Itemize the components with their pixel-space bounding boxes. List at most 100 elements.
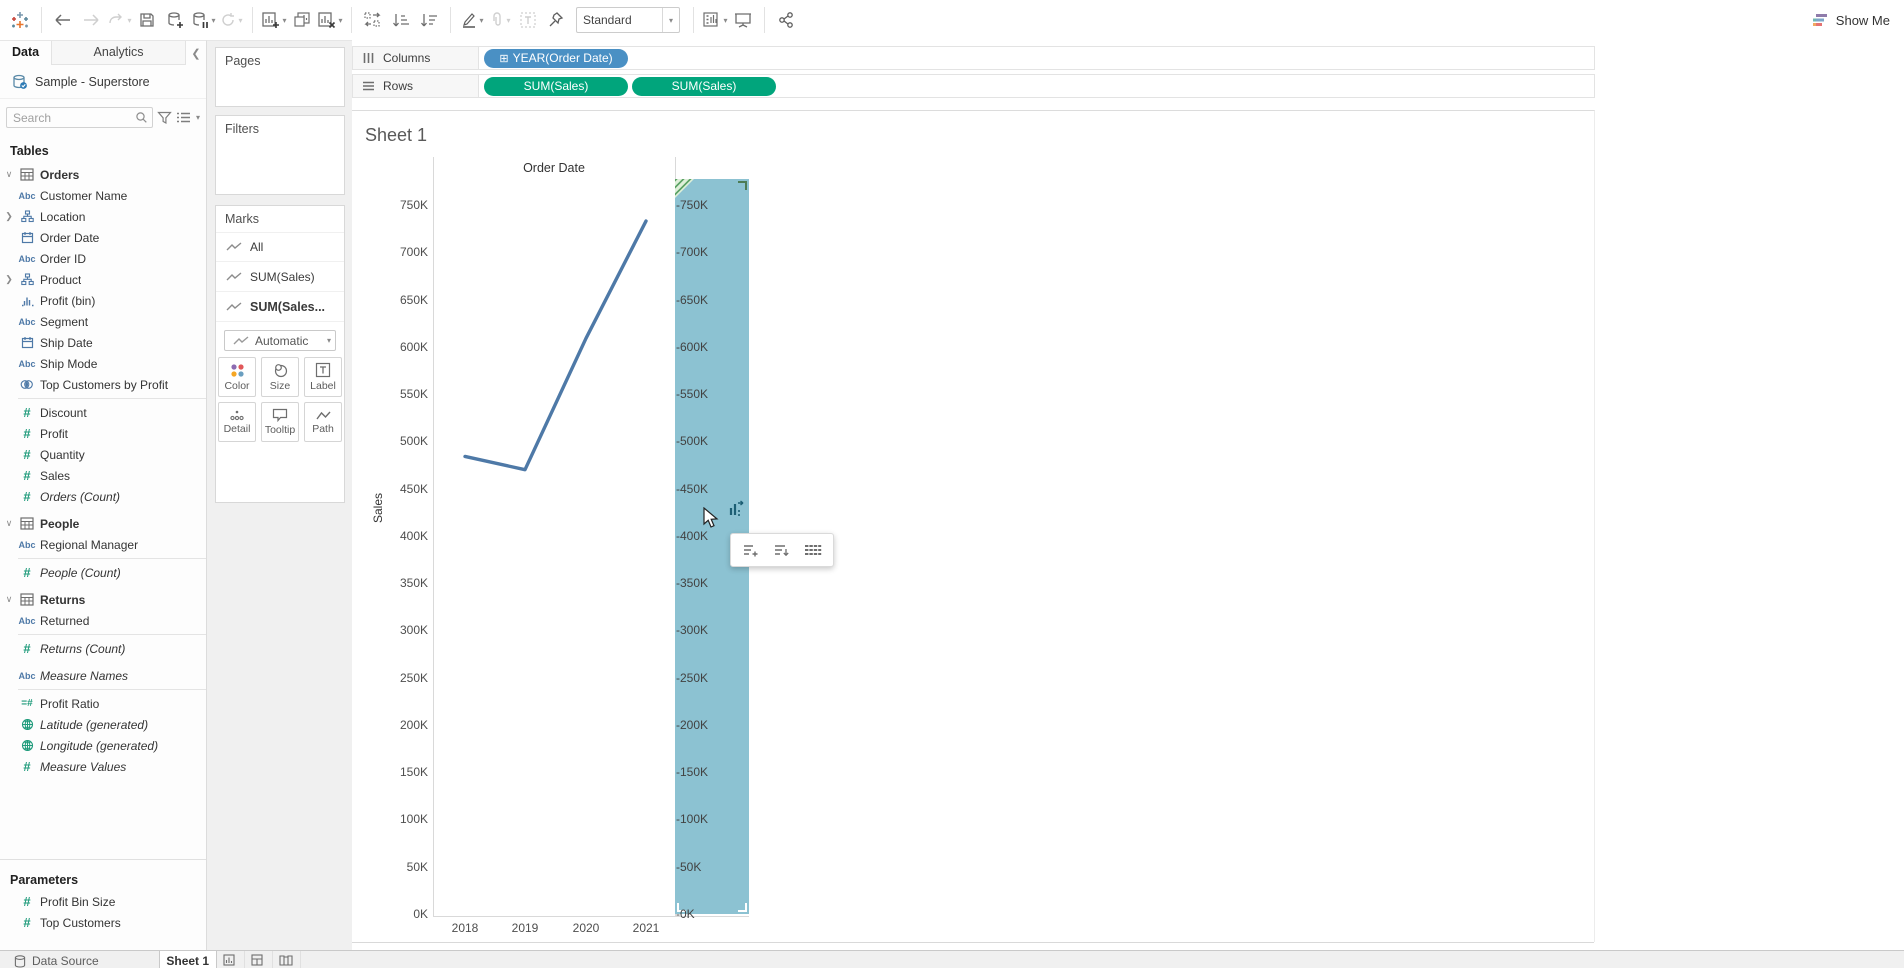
field-row[interactable]: ❯ Location [0, 206, 206, 227]
clear-sheet-caret[interactable]: ▾ [338, 15, 343, 25]
expand-pill-icon[interactable]: ⊞ [499, 52, 509, 65]
field-row[interactable]: # Orders (Count) [0, 486, 206, 507]
table-group-row[interactable]: ∨ Returns [0, 589, 206, 610]
filter-fields-icon[interactable] [157, 111, 172, 125]
view-data-option-icon[interactable] [804, 543, 822, 557]
replay-button[interactable]: ▾ [106, 6, 132, 34]
field-row[interactable]: Order Date [0, 227, 206, 248]
fit-selector[interactable]: Standard ▾ [576, 7, 680, 33]
field-row[interactable]: Longitude (generated) [0, 735, 206, 756]
highlight-button[interactable]: ▾ [459, 6, 485, 34]
field-row[interactable]: # Quantity [0, 444, 206, 465]
sort-descending-button[interactable] [416, 6, 442, 34]
field-row[interactable]: =# Profit Ratio [0, 693, 206, 714]
field-row[interactable]: Abc Regional Manager [0, 534, 206, 555]
field-row[interactable]: # Sales [0, 465, 206, 486]
sort-ascending-button[interactable] [388, 6, 414, 34]
view-options-caret[interactable]: ▾ [195, 113, 200, 122]
size-button[interactable]: Size [261, 357, 299, 397]
tab-data[interactable]: Data [12, 45, 40, 59]
field-row[interactable]: Latitude (generated) [0, 714, 206, 735]
new-story-tab-button[interactable] [273, 951, 301, 968]
sheet-tab-active[interactable]: Sheet 1 [158, 951, 217, 968]
field-row[interactable]: Abc Measure Names [0, 665, 206, 686]
sales-line-mark[interactable] [352, 111, 752, 931]
table-group-row[interactable]: ∨ Orders [0, 164, 206, 185]
fix-axes-button[interactable] [543, 6, 569, 34]
new-dashboard-tab-button[interactable] [245, 951, 273, 968]
field-row[interactable]: Abc Customer Name [0, 185, 206, 206]
field-row[interactable]: Abc Order ID [0, 248, 206, 269]
presentation-mode-button[interactable] [730, 6, 756, 34]
text-label-button[interactable] [515, 6, 541, 34]
pause-updates-button[interactable]: ▾ [190, 6, 216, 34]
rows-pill[interactable]: SUM(Sales) [632, 76, 776, 96]
expand-chevron-icon[interactable]: ❯ [5, 211, 13, 221]
swap-axes-button[interactable] [360, 6, 386, 34]
columns-pill[interactable]: ⊞ YEAR(Order Date) [484, 48, 628, 68]
expand-chevron-icon[interactable]: ❯ [5, 274, 13, 284]
field-row[interactable]: Profit (bin) [0, 290, 206, 311]
field-row[interactable]: # Measure Values [0, 756, 206, 777]
view-options-icon[interactable] [176, 111, 191, 124]
collapse-pane-icon[interactable]: ❮ [191, 47, 201, 60]
tableau-logo-icon[interactable] [7, 6, 33, 34]
show-mark-labels-caret[interactable]: ▾ [723, 15, 728, 25]
fit-selector-caret[interactable]: ▾ [661, 8, 673, 32]
replay-dropdown-caret[interactable]: ▾ [127, 15, 132, 25]
new-worksheet-button[interactable]: ▾ [261, 6, 287, 34]
data-source-tab[interactable]: Data Source [0, 951, 113, 968]
field-row[interactable]: # Returns (Count) [0, 638, 206, 659]
rows-pill[interactable]: SUM(Sales) [484, 76, 628, 96]
new-data-source-button[interactable] [162, 6, 188, 34]
clear-sheet-button[interactable]: ▾ [317, 6, 343, 34]
column-field-header[interactable]: Order Date [523, 161, 585, 175]
pause-updates-caret[interactable]: ▾ [211, 15, 216, 25]
format-clip-caret[interactable]: ▾ [506, 15, 511, 25]
tab-analytics[interactable]: Analytics [51, 41, 186, 65]
search-input[interactable] [13, 110, 135, 125]
new-worksheet-tab-button[interactable] [217, 951, 245, 968]
show-me-button[interactable]: Show Me [1812, 0, 1890, 40]
refresh-caret[interactable]: ▾ [238, 15, 243, 25]
share-button[interactable] [773, 6, 799, 34]
refresh-button[interactable]: ▾ [218, 6, 244, 34]
marks-item[interactable]: SUM(Sales) [216, 262, 344, 292]
redo-button[interactable] [78, 6, 104, 34]
add-marks-option-icon[interactable] [742, 542, 759, 558]
field-row[interactable]: # People (Count) [0, 562, 206, 583]
rows-shelf[interactable]: Rows SUM(Sales) SUM(Sales) [352, 74, 1595, 98]
tooltip-button[interactable]: Tooltip [261, 402, 299, 442]
save-button[interactable] [134, 6, 160, 34]
replace-marks-option-icon[interactable] [773, 542, 790, 558]
label-button[interactable]: Label [304, 357, 342, 397]
field-row[interactable]: Abc Ship Mode [0, 353, 206, 374]
parameter-row[interactable]: # Profit Bin Size [0, 891, 206, 912]
duplicate-sheet-button[interactable] [289, 6, 315, 34]
search-box[interactable] [6, 107, 153, 128]
columns-shelf[interactable]: Columns ⊞ YEAR(Order Date) [352, 46, 1595, 70]
highlight-caret[interactable]: ▾ [479, 15, 484, 25]
field-row[interactable]: # Profit [0, 423, 206, 444]
mark-type-caret[interactable]: ▾ [326, 336, 331, 345]
color-button[interactable]: Color [218, 357, 256, 397]
undo-button[interactable] [50, 6, 76, 34]
field-row[interactable]: ❯ Product [0, 269, 206, 290]
filters-shelf[interactable]: Filters [215, 115, 345, 195]
mark-type-dropdown[interactable]: Automatic ▾ [224, 330, 336, 351]
detail-button[interactable]: Detail [218, 402, 256, 442]
highlighted-axis-dropzone[interactable]: -750K -700K -650K -600K -550K -500K -450K -400K… [675, 179, 749, 921]
parameter-row[interactable]: # Top Customers [0, 912, 206, 933]
field-row[interactable]: Abc Segment [0, 311, 206, 332]
table-group-row[interactable]: ∨ People [0, 513, 206, 534]
field-row[interactable]: Top Customers by Profit [0, 374, 206, 395]
field-row[interactable]: Ship Date [0, 332, 206, 353]
collapse-chevron-icon[interactable]: ∨ [5, 518, 13, 528]
collapse-chevron-icon[interactable]: ∨ [5, 169, 13, 179]
data-source-row[interactable]: Sample - Superstore [0, 65, 206, 98]
format-clip-button[interactable]: ▾ [487, 6, 513, 34]
field-row[interactable]: # Discount [0, 402, 206, 423]
path-button[interactable]: Path [304, 402, 342, 442]
field-row[interactable]: Abc Returned [0, 610, 206, 631]
show-mark-labels-button[interactable]: ▾ [702, 6, 728, 34]
